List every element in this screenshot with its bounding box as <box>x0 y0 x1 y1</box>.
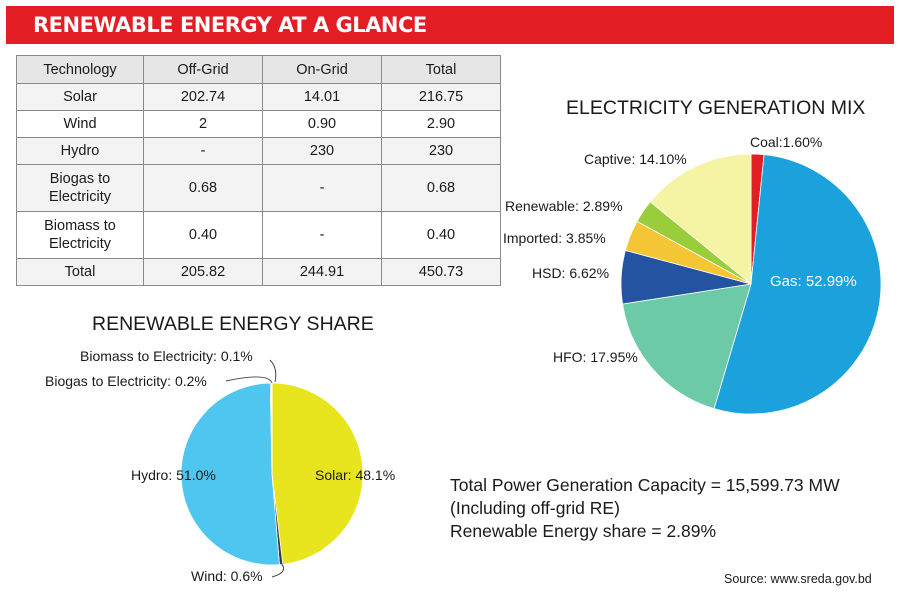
slice-label-hydro: Hydro: 51.0% <box>131 467 216 483</box>
slice-label-renewable: Renewable: 2.89% <box>505 198 623 214</box>
table-cell: 216.75 <box>381 83 501 111</box>
slice-label-imported: Imported: 3.85% <box>503 230 606 246</box>
table-cell: 244.91 <box>262 258 382 286</box>
table-cell: - <box>143 137 263 165</box>
source-note: Source: www.sreda.gov.bd <box>724 572 872 586</box>
table-cell: 2 <box>143 110 263 138</box>
summary-line: (Including off-grid RE) <box>450 498 620 518</box>
table-row: Wind 2 0.90 2.90 <box>16 110 501 138</box>
generation-mix-slice-2 <box>622 283 752 410</box>
renewable-leader-lines <box>225 359 285 578</box>
leader-line-wind <box>271 561 285 578</box>
generation-mix-slice-1 <box>713 154 882 415</box>
table-cell: 2.90 <box>381 110 501 138</box>
renewable-share-labels: Solar: 48.1% Wind: 0.6% Hydro: 51.0% Bio… <box>45 348 395 584</box>
slice-label-gas: Gas: 52.99% <box>770 273 857 290</box>
summary-line: Renewable Energy share = 2.89% <box>450 521 717 541</box>
renewable-share-pie <box>180 382 364 566</box>
slice-label-biomass: Biomass to Electricity: 0.1% <box>80 348 253 364</box>
table-cell: 0.40 <box>143 211 263 259</box>
title-banner: RENEWABLE ENERGY AT A GLANCE <box>6 6 894 44</box>
slice-label-biogas: Biogas to Electricity: 0.2% <box>45 373 207 389</box>
table-row: Solar 202.74 14.01 216.75 <box>16 83 501 111</box>
column-header: Total <box>381 55 501 84</box>
page-title: RENEWABLE ENERGY AT A GLANCE <box>33 13 427 37</box>
capacity-summary: Total Power Generation Capacity = 15,599… <box>450 474 840 543</box>
generation-mix-pie <box>620 153 882 415</box>
table-cell: Total <box>16 258 144 286</box>
table-header-row: Technology Off-Grid On-Grid Total <box>16 55 501 84</box>
leader-line-biomass <box>269 359 277 383</box>
table-cell: Biogas to Electricity <box>16 164 144 212</box>
renewable-capacity-table: Technology Off-Grid On-Grid Total Solar … <box>16 55 501 286</box>
table-cell: 202.74 <box>143 83 263 111</box>
table-cell: 14.01 <box>262 83 382 111</box>
slice-label-wind: Wind: 0.6% <box>191 568 263 584</box>
renewable-share-slice-2 <box>180 382 280 566</box>
leader-line-biogas <box>225 376 273 384</box>
table-cell: 205.82 <box>143 258 263 286</box>
slice-label-hsd: HSD: 6.62% <box>532 265 609 281</box>
table-cell: 0.90 <box>262 110 382 138</box>
summary-line: Total Power Generation Capacity = 15,599… <box>450 475 840 495</box>
table-cell: 230 <box>262 137 382 165</box>
slice-label-captive: Captive: 14.10% <box>584 151 687 167</box>
table-cell: Hydro <box>16 137 144 165</box>
column-header: Off-Grid <box>143 55 263 84</box>
slice-label-coal: Coal:1.60% <box>750 134 822 150</box>
generation-mix-slice-6 <box>649 153 752 285</box>
renewable-share-slice-0 <box>271 382 364 565</box>
slice-label-hfo: HFO: 17.95% <box>553 349 638 365</box>
generation-mix-title: ELECTRICITY GENERATION MIX <box>566 97 866 119</box>
column-header: On-Grid <box>262 55 382 84</box>
table-row: Biogas to Electricity 0.68 - 0.68 <box>16 164 501 212</box>
table-row: Hydro - 230 230 <box>16 137 501 165</box>
column-header: Technology <box>16 55 144 84</box>
table-cell: - <box>262 211 382 259</box>
table-cell: 450.73 <box>381 258 501 286</box>
generation-mix-labels: Coal:1.60% Gas: 52.99% HFO: 17.95% HSD: … <box>503 134 857 365</box>
table-row: Total 205.82 244.91 450.73 <box>16 258 501 286</box>
table-cell: 0.68 <box>381 164 501 212</box>
table-cell: Solar <box>16 83 144 111</box>
renewable-share-title: RENEWABLE ENERGY SHARE <box>92 313 374 335</box>
slice-label-solar: Solar: 48.1% <box>315 467 395 483</box>
table-cell: Wind <box>16 110 144 138</box>
